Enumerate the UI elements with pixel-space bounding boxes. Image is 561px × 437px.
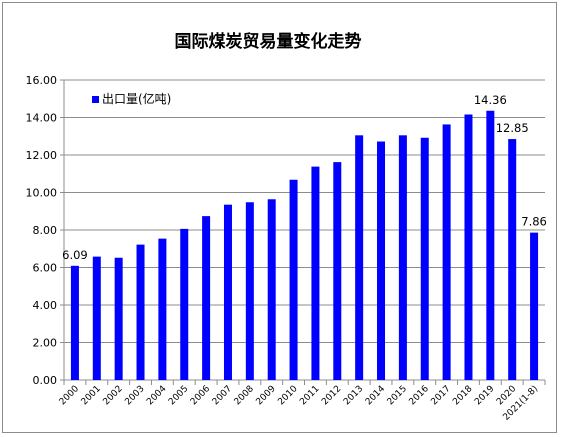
y-tick-label: 0.00 (33, 374, 58, 387)
x-tick-label: 2009 (255, 384, 278, 407)
x-tick-label: 2011 (298, 384, 321, 407)
legend: 出口量(亿吨) (92, 91, 171, 106)
bar (377, 141, 386, 380)
chart-title: 国际煤炭贸易量变化走势 (175, 31, 362, 52)
x-tick-label: 2003 (123, 384, 146, 407)
bar (486, 110, 495, 380)
y-tick-label: 16.00 (26, 74, 58, 87)
bar (92, 256, 101, 380)
legend-swatch (92, 96, 99, 103)
bar (464, 114, 473, 380)
y-tick-label: 8.00 (33, 224, 58, 237)
data-labels: 6.09 14.36 12.85 7.86 (62, 93, 547, 262)
x-tick-label: 2008 (233, 384, 256, 407)
data-label: 6.09 (62, 248, 88, 262)
y-tick-label: 14.00 (26, 112, 58, 125)
bar (508, 139, 517, 380)
bar (289, 179, 298, 380)
bar (355, 135, 364, 380)
y-tick-label: 2.00 (33, 337, 58, 350)
x-tick-label: 2016 (408, 384, 431, 407)
bars (70, 110, 539, 380)
bar (398, 135, 407, 380)
y-tick-label: 10.00 (26, 187, 58, 200)
bar (245, 202, 254, 380)
data-label: 14.36 (474, 93, 507, 107)
x-tick-label: 2004 (145, 384, 168, 407)
bar (267, 199, 276, 380)
x-tick-label: 2005 (167, 384, 190, 407)
x-tick-label: 2007 (211, 384, 234, 407)
bar (158, 238, 167, 380)
data-label: 7.86 (521, 215, 547, 229)
x-tick-label: 2019 (473, 384, 496, 407)
y-tick-label: 6.00 (33, 262, 58, 275)
bar (114, 257, 123, 380)
bar (311, 166, 320, 380)
x-tick-label: 2018 (451, 384, 474, 407)
x-tick-label: 2001 (80, 384, 103, 407)
bar (180, 228, 189, 380)
legend-label: 出口量(亿吨) (102, 91, 171, 106)
x-tick-label: 2017 (429, 384, 452, 407)
y-tick-label: 4.00 (33, 299, 58, 312)
bar (223, 204, 232, 380)
x-tick-label: 2000 (58, 384, 81, 407)
bar (442, 124, 451, 380)
x-tick-label: 2006 (189, 384, 212, 407)
bar (202, 216, 211, 380)
x-tick-label: 2013 (342, 384, 365, 407)
x-tick-label: 2012 (320, 384, 343, 407)
bar (70, 265, 79, 380)
bar (420, 137, 429, 380)
bar (530, 232, 539, 380)
y-tick-label: 12.00 (26, 149, 58, 162)
x-tick-label: 2002 (102, 384, 125, 407)
bar (136, 244, 145, 380)
bar (333, 162, 342, 380)
data-label: 12.85 (496, 121, 529, 135)
x-tick-label: 2014 (364, 384, 387, 407)
x-tick-label: 2015 (386, 384, 409, 407)
gridlines (64, 79, 545, 343)
x-tick-label: 2010 (276, 384, 299, 407)
